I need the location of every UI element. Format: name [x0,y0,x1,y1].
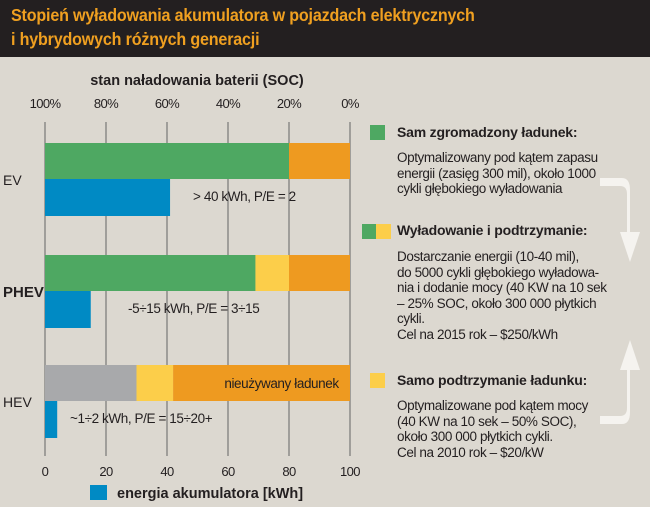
text-line: około 300 000 płytkich cykli. [397,429,553,444]
energy-label: -5÷15 kWh, P/E = 3÷15 [128,301,259,316]
text-line: energii (zasięg 300 mil), około 1000 [397,165,596,181]
energy-legend-swatch [90,485,107,500]
energy-label: ~1÷2 kWh, P/E = 15÷20+ [70,411,213,426]
legend-text-2: Dostarczanie energii (10-40 mil), do 500… [397,249,632,342]
soc-segment [45,143,289,179]
text-line: nia i dodanie mocy (40 KW na 10 sek [397,280,607,295]
soc-segment [289,143,350,179]
legend-swatch-yellow [370,373,385,388]
energy-label: > 40 kWh, P/E = 2 [193,189,296,204]
soc-segment [173,365,350,401]
bottom-axis-title: energia akumulatora [kWh] [117,486,303,502]
legend-title-1: Sam zgromadzony ładunek: [397,124,578,140]
category-label-phev: PHEV [3,284,44,301]
bottom-tick-label: 80 [282,464,296,479]
up-arrow-icon [600,340,640,424]
down-arrow-icon [600,178,640,262]
text-line: Cel na 2015 rok – $250/kWh [397,326,558,342]
bottom-tick-label: 20 [99,464,113,479]
soc-segment [289,255,350,291]
soc-segment [136,365,174,401]
bottom-tick-label: 0 [42,464,49,479]
top-tick-label: 20% [277,96,302,111]
soc-segment [45,255,256,291]
text-line: Optymalizowany pod kątem zapasu [397,150,598,165]
legend-title-3: Samo podtrzymanie ładunku: [397,372,588,388]
text-line: cykli głębokiego wyładowania [397,181,563,196]
top-tick-label: 60% [155,96,180,111]
top-tick-label: 40% [216,96,241,111]
text-line: cykli. [397,311,425,326]
category-label-ev: EV [3,172,22,188]
top-tick-label: 0% [341,96,360,111]
text-line: Optymalizowane pod kątem mocy [397,398,588,413]
text-line: Cel na 2010 rok – $20/kW [397,444,544,460]
title-line-2: i hybrydowych różnych generacji [11,29,260,49]
text-line: – 25% SOC, około 300 000 płytkich [397,295,597,311]
segment-label: nieużywany ładunek [224,376,339,391]
bottom-tick-label: 40 [160,464,174,479]
text-line: Dostarczanie energii (10-40 mil), [397,249,579,264]
legend-text-3: Optymalizowane pod kątem mocy (40 KW na … [397,398,632,460]
text-line: do 5000 cykli głębokiego wyładowa- [397,264,599,280]
top-axis-title: stan naładowania baterii (SOC) [90,73,304,89]
legend-text-1: Optymalizowany pod kątem zapasu energii … [397,150,632,197]
energy-bar [45,401,58,438]
bottom-tick-label: 60 [221,464,235,479]
title-line-1: Stopień wyładowania akumulatora w pojazd… [11,5,475,25]
text-line: (40 KW na 10 sek – 50% SOC), [397,413,577,429]
category-label-hev: HEV [3,394,32,410]
legend-swatch-green [370,125,385,140]
legend-swatch-yellow [376,224,391,239]
soc-segment [45,365,137,401]
legend-title-2: Wyładowanie i podtrzymanie: [397,222,588,238]
top-tick-label: 80% [94,96,119,111]
energy-bar [45,179,171,216]
energy-bar [45,291,91,328]
legend-swatch-green [362,224,377,239]
soc-segment [255,255,289,291]
title-bar: Stopień wyładowania akumulatora w pojazd… [0,0,650,57]
bottom-tick-label: 100 [340,464,360,479]
top-tick-label: 100% [30,96,62,111]
